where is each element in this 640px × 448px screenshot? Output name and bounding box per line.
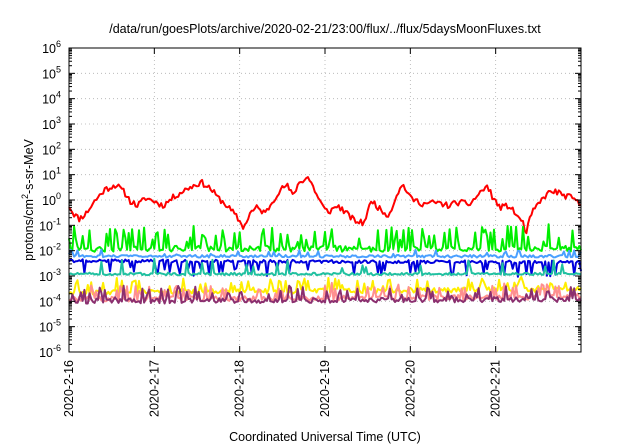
y-tick-label: 106 [42,39,61,56]
chart-title: /data/run/goesPlots/archive/2020-02-21/2… [109,22,541,36]
y-tick-labels: 10-6 10-5 10-4 10-3 10-2 10-1 100 101 102 103 104 1… [39,39,61,360]
series-line-1 [68,176,582,235]
x-tick-label: 2020-2-21 [489,360,503,417]
y-tick-label: 10-5 [39,318,61,335]
x-tick-labels: 2020-2-16 2020-2-17 2020-2-18 2020-2-19 2020… [62,360,503,417]
y-tick-label: 105 [42,64,61,81]
x-tick-label: 2020-2-16 [62,360,76,417]
y-tick-label: 104 [42,90,61,107]
y-tick-label: 101 [42,166,61,183]
plot-series [68,176,582,305]
x-axis-label: Coordinated Universal Time (UTC) [229,430,421,444]
series-line-8 [68,284,582,305]
y-tick-label: 10-6 [39,343,61,360]
series-line-2 [68,223,582,253]
y-tick-label: 10-3 [39,267,61,284]
y-tick-label: 10-4 [39,292,61,309]
x-tick-label: 2020-2-19 [318,360,332,417]
tick-marks [68,47,581,353]
series-line-3 [68,248,582,259]
y-tick-label: 103 [42,115,61,132]
x-tick-label: 2020-2-17 [147,360,161,417]
y-tick-label: 102 [42,140,61,157]
y-axis-label: protons/cm2-s-sr-MeV [20,138,36,260]
series-line-5 [68,257,582,277]
x-tick-label: 2020-2-18 [233,360,247,417]
y-tick-label: 10-1 [39,216,61,233]
y-tick-label: 100 [42,191,61,208]
x-tick-label: 2020-2-20 [403,360,417,417]
y-tick-label: 10-2 [39,242,61,259]
series-line-7 [68,281,582,303]
